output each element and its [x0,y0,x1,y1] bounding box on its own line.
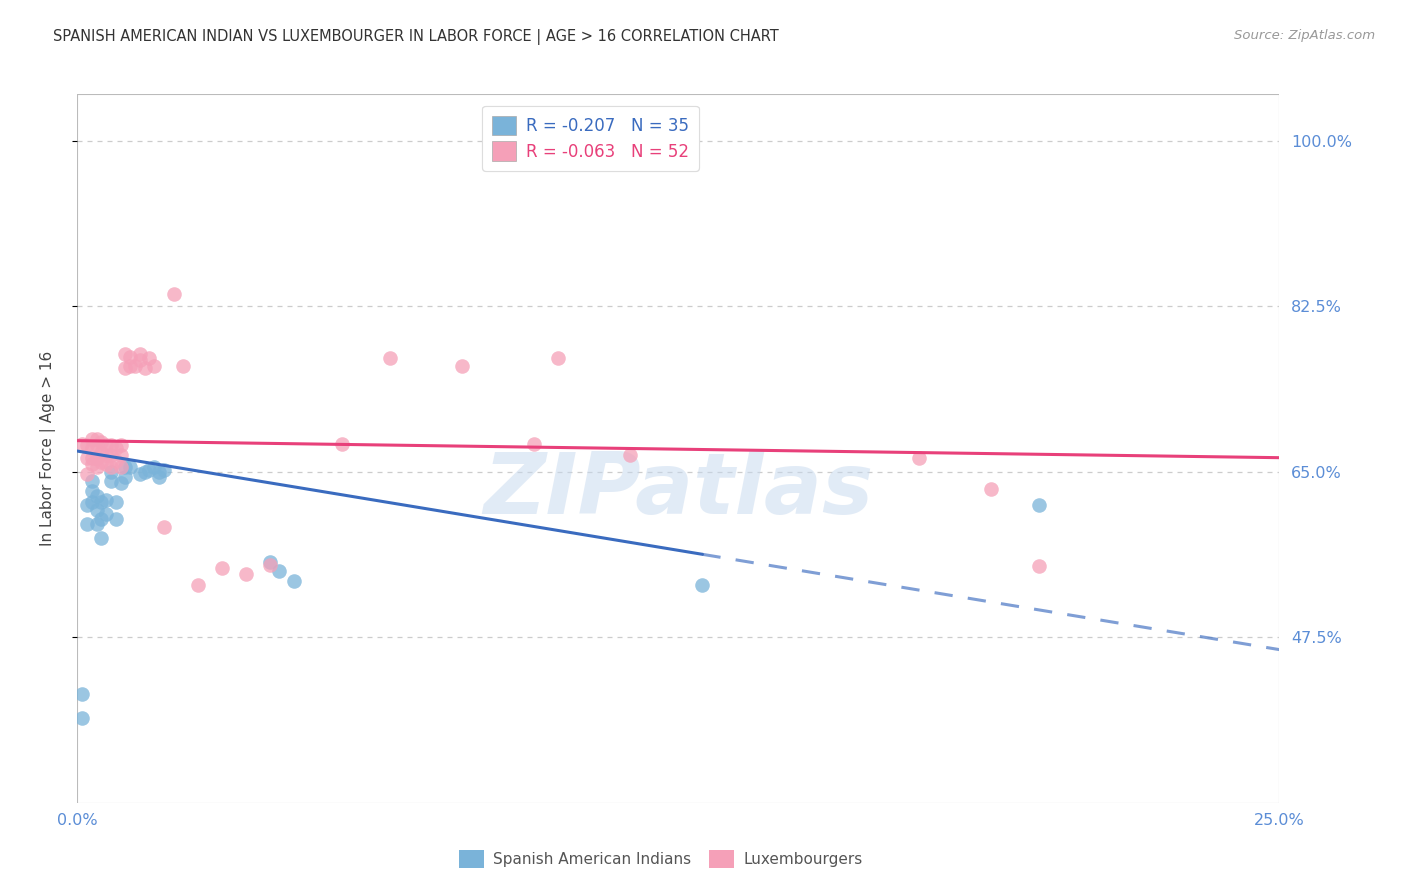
Point [96,438,118,452]
Point [138,463,160,477]
Point [451,359,474,373]
Point [908,450,931,465]
Point [80,475,103,489]
Point [100,438,122,452]
Point [86,489,108,503]
Point [110,460,132,475]
Point [153,519,176,533]
Point [96,508,118,522]
Point [100,475,122,489]
Point [104,442,127,456]
Point [153,463,176,477]
Point [114,460,136,475]
Legend: Spanish American Indians, Luxembourgers: Spanish American Indians, Luxembourgers [453,844,869,873]
Point [76,467,98,481]
Legend: R = -0.207   N = 35, R = -0.063   N = 52: R = -0.207 N = 35, R = -0.063 N = 52 [482,105,699,170]
Point [124,359,146,373]
Point [110,448,132,462]
Point [1028,559,1050,574]
Point [619,448,641,462]
Point [269,564,291,578]
Point [211,561,233,575]
Point [120,460,142,475]
Point [86,432,108,446]
Point [120,359,142,373]
Point [80,450,103,465]
Text: ZIPatlas: ZIPatlas [484,450,873,533]
Point [76,438,98,452]
Point [80,442,103,456]
Point [70,436,93,450]
Point [148,465,170,479]
Point [104,512,127,526]
Point [235,566,257,581]
Point [86,460,108,475]
Point [104,453,127,467]
Point [96,458,118,472]
Point [114,360,136,375]
Point [70,711,93,725]
Point [70,687,93,701]
Point [86,438,108,452]
Point [187,578,209,592]
Point [980,482,1002,496]
Point [128,353,150,368]
Point [523,436,546,450]
Point [90,512,112,526]
Point [259,555,281,569]
Point [692,578,714,592]
Point [76,498,98,512]
Point [86,450,108,465]
Point [100,460,122,475]
Point [96,493,118,508]
Point [76,450,98,465]
Point [80,495,103,509]
Point [114,347,136,361]
Point [90,531,112,545]
Point [128,467,150,481]
Point [100,465,122,479]
Point [86,516,108,531]
Point [259,558,281,572]
Y-axis label: In Labor Force | Age > 16: In Labor Force | Age > 16 [41,351,56,546]
Point [1028,498,1050,512]
Point [143,359,166,373]
Point [110,438,132,452]
Point [80,432,103,446]
Point [104,495,127,509]
Point [162,287,184,301]
Point [80,483,103,498]
Point [143,460,166,475]
Point [100,448,122,462]
Point [80,458,103,472]
Point [134,465,156,479]
Point [134,360,156,375]
Point [90,495,112,509]
Point [76,516,98,531]
Point [378,351,401,366]
Point [547,351,569,366]
Point [114,469,136,483]
Point [120,350,142,364]
Point [90,455,112,469]
Point [330,436,353,450]
Point [90,446,112,460]
Point [128,347,150,361]
Point [86,502,108,516]
Text: SPANISH AMERICAN INDIAN VS LUXEMBOURGER IN LABOR FORCE | AGE > 16 CORRELATION CH: SPANISH AMERICAN INDIAN VS LUXEMBOURGER … [53,29,779,45]
Point [138,351,160,366]
Point [110,476,132,491]
Point [96,448,118,462]
Point [172,359,194,373]
Point [148,469,170,483]
Text: Source: ZipAtlas.com: Source: ZipAtlas.com [1234,29,1375,42]
Point [90,434,112,449]
Point [283,574,305,588]
